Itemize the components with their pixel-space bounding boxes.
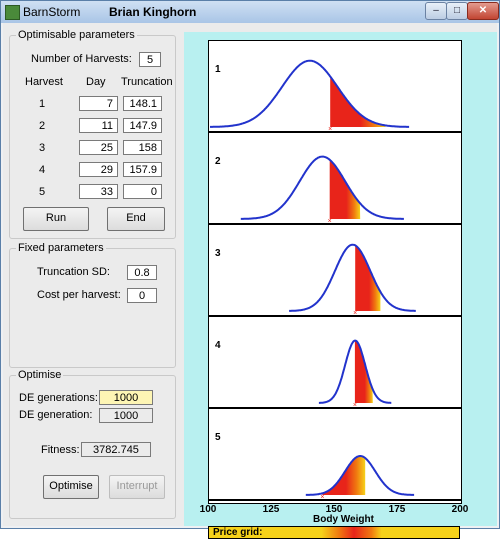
distribution-curve xyxy=(318,339,392,404)
truncation-sd-label: Truncation SD: xyxy=(37,266,110,278)
x-tick-label: 175 xyxy=(388,504,406,515)
day-input[interactable]: 33 xyxy=(79,184,118,199)
day-input[interactable]: 7 xyxy=(79,96,118,111)
truncation-input[interactable]: 0 xyxy=(123,184,162,199)
optimisable-parameters-group: Optimisable parameters xyxy=(9,29,176,239)
harvested-area xyxy=(329,159,361,219)
truncation-input[interactable]: 148.1 xyxy=(123,96,162,111)
app-title: BarnStorm xyxy=(23,5,81,19)
optimise-legend: Optimise xyxy=(18,369,62,381)
harvested-area xyxy=(354,340,373,403)
day-input[interactable]: 11 xyxy=(79,118,118,133)
maximize-button[interactable]: □ xyxy=(446,2,468,20)
harvests-input[interactable]: 5 xyxy=(139,52,161,67)
x-axis-label: Body Weight xyxy=(313,514,374,525)
de-generations-label: DE generations: xyxy=(19,392,98,404)
user-name: Brian Kinghorn xyxy=(109,5,197,19)
harvest-panel: × 1 xyxy=(209,41,461,133)
harvests-label: Number of Harvests: xyxy=(31,53,132,65)
harvested-area xyxy=(322,456,366,495)
de-generation-label: DE generation: xyxy=(19,409,93,421)
harvest-number: 3 xyxy=(39,142,46,154)
truncation-marker: × xyxy=(320,494,324,501)
fitness-readout: 3782.745 xyxy=(81,442,151,457)
fixed-parameters-group: Fixed parameters xyxy=(9,242,176,368)
x-tick-label: 100 xyxy=(199,504,217,515)
truncation-sd-input[interactable]: 0.8 xyxy=(127,265,157,280)
harvest-panel: × 5 xyxy=(209,409,461,501)
chart-area: × 1 × 2 × 3 × 4 × 5 Body Weight 100 125 150 175 200 P… xyxy=(184,32,497,539)
truncation-marker: × xyxy=(328,126,332,133)
distribution-svg: × xyxy=(289,243,416,317)
distribution-svg: × xyxy=(240,155,404,225)
distribution-svg: × xyxy=(210,59,410,133)
fixed-legend: Fixed parameters xyxy=(18,242,104,254)
harvest-header: Harvest xyxy=(25,76,63,88)
client-area: Optimisable parameters Number of Harvest… xyxy=(3,23,497,539)
panel-label: 2 xyxy=(215,156,221,167)
optimise-button[interactable]: Optimise xyxy=(43,475,99,499)
fitness-label: Fitness: xyxy=(41,444,80,456)
price-grid-bar: Price grid: xyxy=(208,526,460,539)
day-header: Day xyxy=(86,76,106,88)
run-button[interactable]: Run xyxy=(23,207,89,231)
panel-label: 3 xyxy=(215,248,221,259)
truncation-marker: × xyxy=(328,218,332,225)
harvest-number: 4 xyxy=(39,164,46,176)
cost-per-harvest-label: Cost per harvest: xyxy=(37,289,121,301)
truncation-input[interactable]: 157.9 xyxy=(123,162,162,177)
panel-label: 1 xyxy=(215,64,221,75)
harvest-number: 5 xyxy=(39,186,46,198)
harvested-area xyxy=(355,245,381,311)
optimise-group: Optimise xyxy=(9,369,176,519)
title-bar[interactable]: BarnStorm Brian Kinghorn – □ ✕ xyxy=(1,1,499,23)
minimize-button[interactable]: – xyxy=(425,2,447,20)
truncation-input[interactable]: 158 xyxy=(123,140,162,155)
x-tick-label: 125 xyxy=(262,504,280,515)
truncation-header: Truncation xyxy=(121,76,173,88)
panel-label: 5 xyxy=(215,432,221,443)
distribution-curve xyxy=(240,155,404,220)
day-input[interactable]: 29 xyxy=(79,162,118,177)
harvest-panel: × 4 xyxy=(209,317,461,409)
truncation-marker: × xyxy=(353,310,357,317)
harvested-area xyxy=(330,76,386,127)
distribution-plots: × 1 × 2 × 3 × 4 × 5 xyxy=(208,40,462,504)
distribution-svg: × xyxy=(305,455,415,501)
interrupt-button[interactable]: Interrupt xyxy=(109,475,165,499)
app-icon xyxy=(5,5,20,20)
harvest-panel: × 3 xyxy=(209,225,461,317)
x-tick-label: 150 xyxy=(325,504,343,515)
cost-per-harvest-input[interactable]: 0 xyxy=(127,288,157,303)
close-button[interactable]: ✕ xyxy=(467,2,499,20)
distribution-curve xyxy=(210,59,410,128)
optimisable-legend: Optimisable parameters xyxy=(18,29,135,41)
harvest-number: 2 xyxy=(39,120,46,132)
distribution-svg: × xyxy=(318,339,392,409)
distribution-curve xyxy=(289,243,416,312)
harvest-panel: × 2 xyxy=(209,133,461,225)
x-axis: Body Weight 100 125 150 175 200 xyxy=(184,502,497,525)
de-generations-input[interactable]: 1000 xyxy=(99,390,153,405)
harvest-number: 1 xyxy=(39,98,46,110)
panel-label: 4 xyxy=(215,340,221,351)
end-button[interactable]: End xyxy=(107,207,165,231)
de-generation-readout: 1000 xyxy=(99,408,153,423)
distribution-curve xyxy=(305,455,415,496)
truncation-input[interactable]: 147.9 xyxy=(123,118,162,133)
day-input[interactable]: 25 xyxy=(79,140,118,155)
truncation-marker: × xyxy=(353,402,357,409)
x-tick-label: 200 xyxy=(451,504,469,515)
